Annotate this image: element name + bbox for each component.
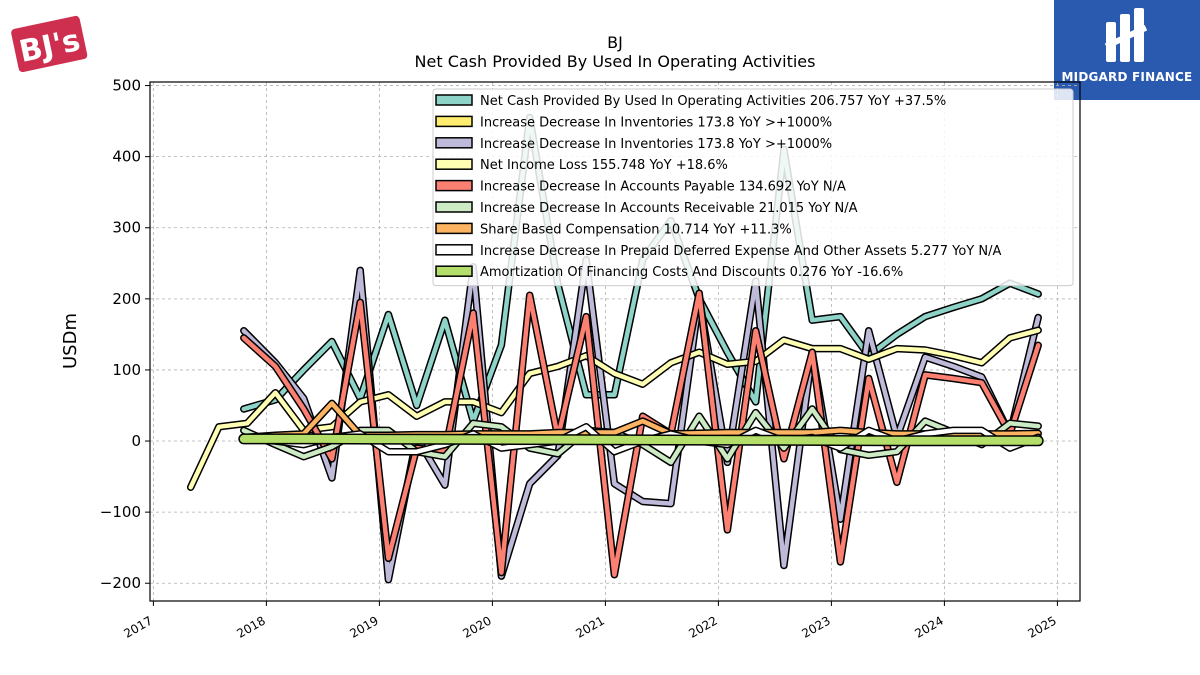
legend-label: Increase Decrease In Accounts Receivable… [480, 201, 858, 216]
midgard-finance-logo: MIDGARD FINANCE [1054, 0, 1200, 100]
y-tick-label: −100 [100, 503, 141, 521]
chart-title: BJ [607, 33, 623, 52]
legend-label: Increase Decrease In Accounts Payable 13… [480, 180, 846, 195]
legend-swatch [435, 222, 473, 235]
series-line-8 [239, 434, 1043, 445]
x-tick-label: 2017 [121, 613, 154, 640]
midgard-emblem-icon [1104, 8, 1148, 62]
x-tick-label: 2024 [912, 613, 945, 640]
legend-box [432, 88, 1074, 287]
y-tick-label: 300 [112, 219, 141, 237]
legend-swatch [435, 115, 473, 128]
legend-label: Increase Decrease In Prepaid Deferred Ex… [480, 244, 1001, 259]
midgard-finance-text: MIDGARD FINANCE [1061, 70, 1193, 84]
chart-subtitle: Net Cash Provided By Used In Operating A… [415, 52, 816, 71]
x-tick-label: 2025 [1025, 613, 1058, 640]
y-tick-label: 500 [112, 77, 141, 95]
y-axis-label: USDm [60, 313, 81, 369]
legend-swatch [435, 244, 473, 256]
x-tick-label: 2019 [347, 613, 380, 640]
x-tick-label: 2020 [460, 613, 493, 640]
legend-swatch [435, 265, 473, 277]
x-tick-label: 2022 [686, 613, 719, 640]
series-line-3 [188, 328, 1041, 490]
legend-swatch [435, 158, 473, 170]
y-tick-label: 200 [112, 290, 141, 308]
legend-swatch [435, 137, 473, 149]
legend-swatch [435, 94, 473, 106]
x-tick-label: 2018 [234, 613, 267, 640]
legend-swatch [435, 201, 473, 213]
legend-label: Amortization Of Financing Costs And Disc… [480, 265, 903, 280]
x-tick-label: 2023 [799, 613, 832, 640]
y-tick-label: −200 [100, 574, 141, 592]
legend-swatch [435, 179, 473, 192]
y-tick-label: 100 [112, 361, 141, 379]
legend: Net Cash Provided By Used In Operating A… [432, 88, 1074, 287]
bjs-logo: BJ's [8, 8, 90, 78]
legend-label: Increase Decrease In Inventories 173.8 Y… [480, 137, 832, 152]
legend-label: Net Income Loss 155.748 YoY +18.6% [480, 158, 728, 173]
legend-label: Share Based Compensation 10.714 YoY +11.… [480, 222, 792, 237]
y-tick-label: 0 [131, 432, 141, 450]
y-tick-label: 400 [112, 148, 141, 166]
x-tick-label: 2021 [573, 613, 606, 640]
legend-label: Increase Decrease In Inventories 173.8 Y… [480, 115, 832, 130]
legend-label: Net Cash Provided By Used In Operating A… [480, 94, 946, 109]
plot-frame [149, 81, 1081, 602]
